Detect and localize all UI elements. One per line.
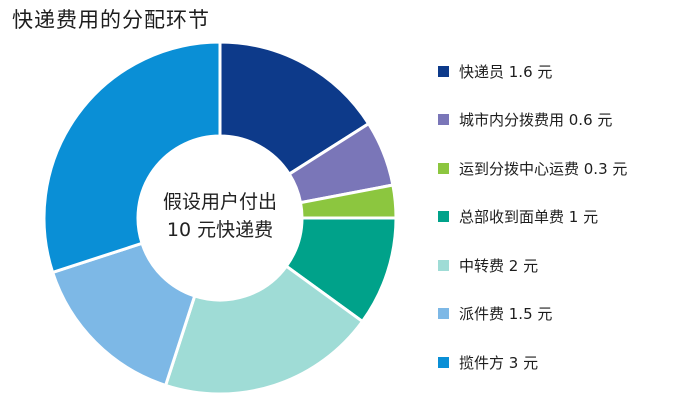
legend-label-yundao-fenbo: 运到分拨中心运费 0.3 元 xyxy=(459,159,628,178)
legend-item-lanjianfang: 揽件方 3 元 xyxy=(438,351,538,373)
legend-swatch-kuaidiyuan xyxy=(438,65,449,77)
legend-swatch-lanjianfang xyxy=(438,356,449,368)
legend-label-zhongzhuan: 中转费 2 元 xyxy=(459,256,539,275)
legend-item-zongbu-miandan: 总部收到面单费 1 元 xyxy=(438,205,598,227)
legend-item-chengshinei-fenbo: 城市内分拨费用 0.6 元 xyxy=(438,108,612,130)
legend-swatch-zhongzhuan xyxy=(438,259,449,271)
legend-label-paijian: 派件费 1.5 元 xyxy=(459,304,553,323)
donut-slice-zhongzhuan xyxy=(163,264,365,396)
donut-slice-paijian xyxy=(50,241,197,388)
legend-label-zongbu-miandan: 总部收到面单费 1 元 xyxy=(459,207,599,226)
legend-item-kuaidiyuan: 快递员 1.6 元 xyxy=(438,60,552,82)
legend-label-kuaidiyuan: 快递员 1.6 元 xyxy=(459,62,553,81)
legend-swatch-yundao-fenbo xyxy=(438,162,449,174)
center-label-line2: 10 元快递费 xyxy=(166,219,274,241)
legend-item-paijian: 派件费 1.5 元 xyxy=(438,302,552,324)
legend-item-zhongzhuan: 中转费 2 元 xyxy=(438,254,538,276)
legend-swatch-zongbu-miandan xyxy=(438,210,449,222)
center-label: 假设用户付出 10 元快递费 xyxy=(130,188,310,244)
legend-label-lanjianfang: 揽件方 3 元 xyxy=(459,353,539,372)
legend-label-chengshinei-fenbo: 城市内分拨费用 0.6 元 xyxy=(459,110,613,129)
legend-swatch-chengshinei-fenbo xyxy=(438,113,449,125)
donut-slice-lanjianfang xyxy=(42,40,222,275)
chart-title: 快递费用的分配环节 xyxy=(12,8,210,32)
donut-slice-kuaidiyuan xyxy=(218,40,371,177)
legend-item-yundao-fenbo: 运到分拨中心运费 0.3 元 xyxy=(438,157,627,179)
legend-swatch-paijian xyxy=(438,307,449,319)
center-label-line1: 假设用户付出 xyxy=(162,191,277,213)
